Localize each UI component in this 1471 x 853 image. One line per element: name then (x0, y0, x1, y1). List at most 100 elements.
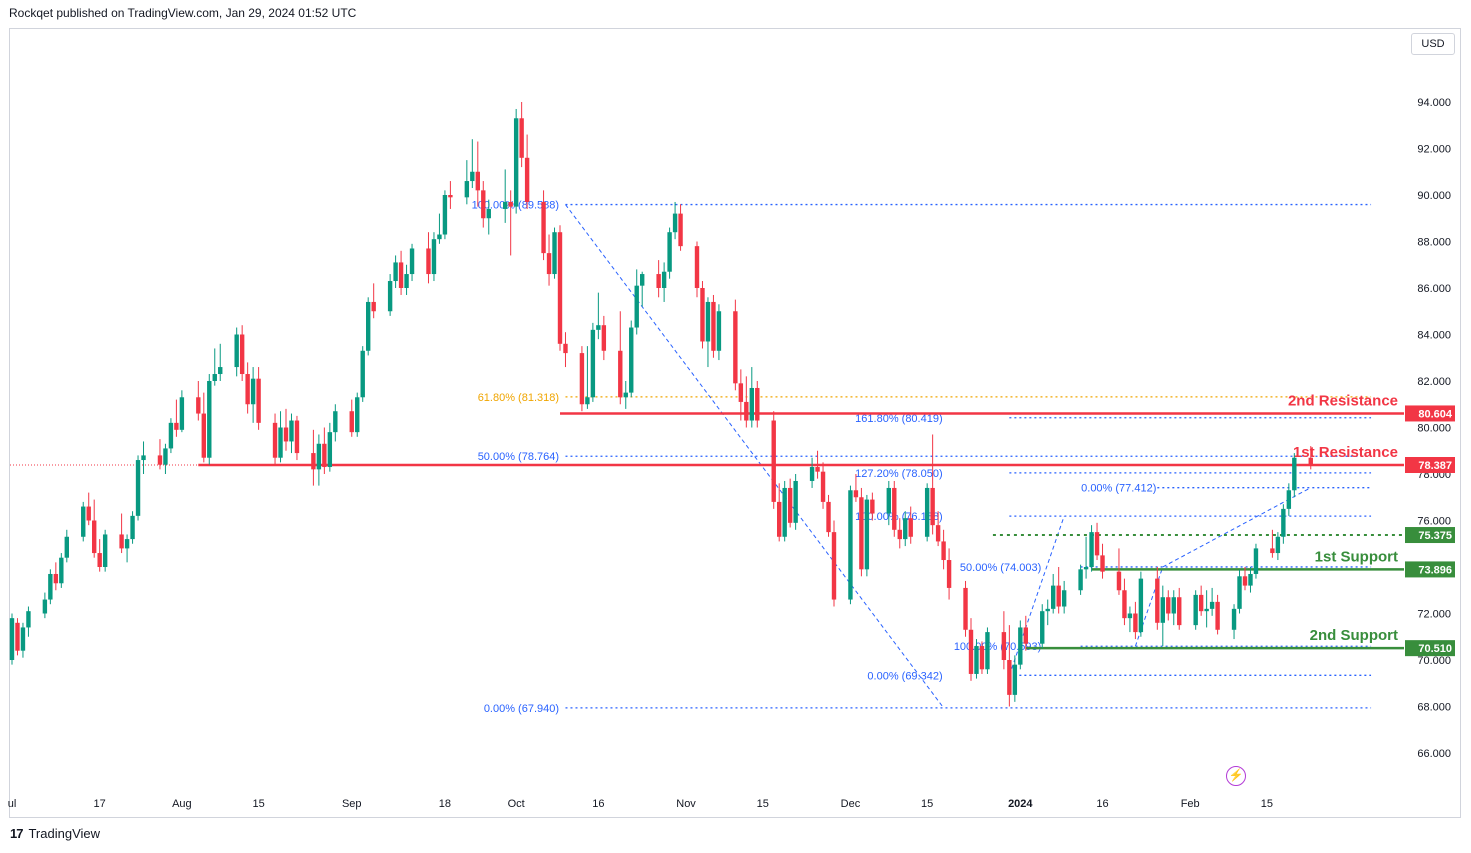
candle-body (256, 378, 261, 423)
x-tick-label: Feb (1181, 798, 1200, 810)
candle-body (15, 622, 20, 651)
candle-body (744, 401, 749, 421)
candle-body (749, 387, 754, 421)
candle-body (672, 213, 678, 233)
price-axis-label: 73.896 (1418, 564, 1452, 576)
candle-body (464, 181, 470, 198)
candle-body (1253, 548, 1259, 574)
candle-body (201, 413, 206, 458)
candle-body (618, 350, 623, 398)
candle-body (283, 427, 289, 442)
candle-body (1045, 608, 1050, 612)
currency-selector[interactable]: USD (1411, 33, 1455, 55)
candle-body (168, 422, 174, 449)
candle-body (53, 573, 59, 584)
candle-body (705, 301, 711, 342)
candle-body (563, 343, 568, 354)
candle-body (640, 274, 645, 286)
candle-body (1127, 613, 1133, 619)
candle-body (777, 501, 782, 537)
footer-branding[interactable]: 17 TradingView (10, 826, 100, 841)
candle-body (97, 553, 102, 567)
candle-body (102, 534, 108, 567)
candle-body (26, 611, 31, 628)
candle-body (174, 422, 179, 430)
candle-body (218, 367, 223, 375)
candle-body (1083, 567, 1089, 570)
fib-level-label: 0.00% (67.940) (484, 703, 559, 715)
candle-body (86, 506, 91, 521)
candle-body (793, 480, 798, 523)
candle-body (387, 281, 393, 312)
candle-body (1160, 597, 1165, 623)
candle-body (985, 632, 990, 670)
y-tick-label: 92.000 (1417, 144, 1451, 156)
candle-body (20, 627, 26, 651)
x-tick-label: 15 (252, 798, 264, 810)
candle-body (892, 487, 897, 530)
level-name-label: 2nd Resistance (1288, 392, 1398, 409)
brand-name: TradingView (28, 826, 101, 841)
chart-frame[interactable] (9, 28, 1461, 818)
candle-body (1231, 608, 1237, 630)
candle-body (755, 387, 760, 421)
x-tick-label: 15 (757, 798, 769, 810)
fib-level-label: 50.00% (74.003) (960, 562, 1041, 574)
candle-body (903, 518, 908, 540)
price-axis-label: 80.604 (1418, 408, 1453, 420)
fib-level-label: 50.00% (78.764) (478, 451, 559, 463)
candle-body (930, 487, 935, 526)
candle-body (524, 157, 530, 202)
candle-body (897, 529, 902, 540)
candle-body (711, 301, 716, 351)
candle-body (311, 453, 316, 470)
candle-body (623, 392, 628, 398)
candle-body (1270, 548, 1275, 554)
candle-body (48, 573, 53, 600)
candle-body (661, 271, 667, 288)
candle-body (596, 325, 601, 330)
candle-body (513, 118, 519, 207)
candle-body (81, 506, 86, 537)
candle-body (470, 171, 475, 182)
candle-body (289, 420, 294, 442)
candle-body (371, 301, 376, 312)
y-tick-label: 82.000 (1417, 376, 1451, 388)
y-tick-label: 88.000 (1417, 237, 1451, 249)
x-tick-label: 15 (921, 798, 933, 810)
price-axis-label: 70.510 (1418, 643, 1452, 655)
candle-body (979, 646, 985, 670)
y-tick-label: 70.000 (1417, 655, 1451, 667)
y-tick-label: 90.000 (1417, 190, 1451, 202)
y-tick-label: 94.000 (1417, 97, 1451, 109)
x-tick-label: Aug (172, 798, 192, 810)
fib-level-label: 0.00% (77.412) (1081, 483, 1156, 495)
y-tick-label: 80.000 (1417, 423, 1451, 435)
candle-body (239, 334, 245, 375)
level-name-label: 1st Support (1315, 548, 1398, 565)
candle-body (908, 518, 913, 537)
flash-icon[interactable]: ⚡ (1226, 766, 1246, 786)
candle-body (1056, 585, 1061, 607)
level-name-label: 1st Resistance (1293, 444, 1398, 461)
price-axis-box (1405, 405, 1455, 422)
candle-body (322, 443, 327, 468)
candle-body (590, 329, 596, 398)
candle-body (694, 246, 700, 288)
candle-body (448, 195, 453, 198)
x-tick-label: 17 (94, 798, 106, 810)
candle-body (245, 374, 250, 405)
candle-body (1248, 573, 1253, 586)
candle-body (92, 520, 97, 554)
candle-body (968, 629, 974, 674)
x-tick-label: Nov (676, 798, 696, 810)
candle-body (327, 432, 333, 468)
fib-level-label: 100.00% (76.188) (855, 511, 942, 523)
candle-body (1215, 601, 1220, 630)
candle-body (398, 262, 404, 288)
candle-body (1001, 632, 1007, 660)
candle-body (234, 334, 239, 368)
x-tick-label: Oct (508, 798, 525, 810)
candle-body (64, 536, 69, 558)
